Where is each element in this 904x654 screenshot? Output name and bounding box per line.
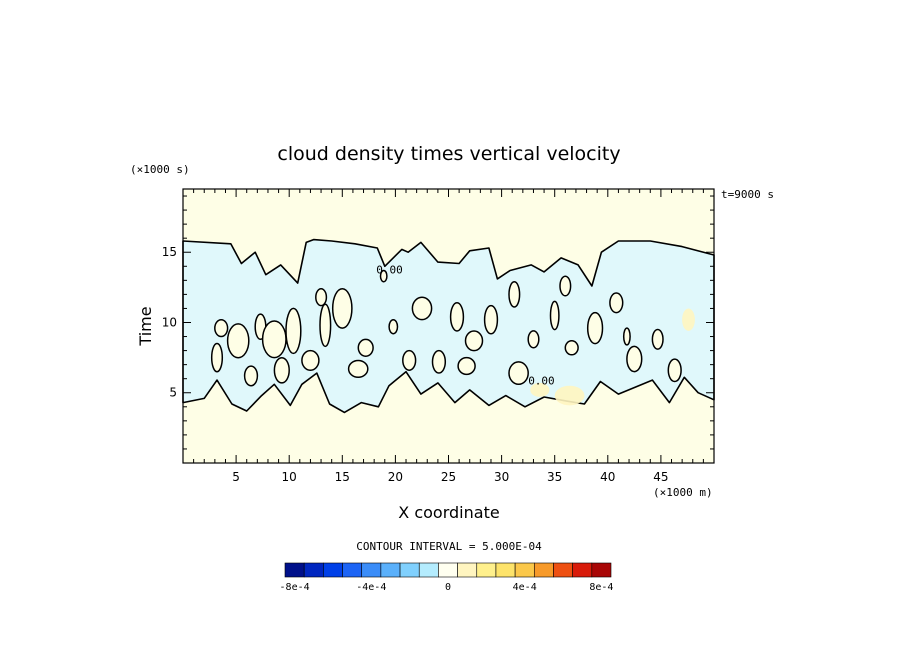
- x-tick-labels: 5 10 15 20 25 30 35 40 45: [232, 470, 668, 484]
- colorbar-cell: [399, 562, 420, 578]
- contour-loop-23: [651, 328, 664, 350]
- contour-loop-28: [457, 356, 476, 376]
- colorbar-tick-label: -8e-4: [280, 582, 310, 593]
- contour-loop-11: [411, 296, 433, 321]
- contour-loop-13: [449, 302, 465, 332]
- colorbar-cell: [476, 562, 497, 578]
- contour-loop-33: [559, 275, 572, 297]
- contour-loop-22: [626, 345, 643, 373]
- contour-loop-0: [214, 318, 229, 338]
- negative-region: [182, 238, 715, 414]
- contour-loop-30: [243, 365, 259, 387]
- positive-patch-2: [530, 382, 550, 397]
- contour-loop-29: [508, 361, 529, 386]
- y-tick-label: 10: [162, 315, 177, 329]
- colorbar-cell: [514, 562, 535, 578]
- contour-loop-12: [431, 349, 447, 374]
- x-tick-label: 5: [232, 470, 240, 484]
- contour-loop-26: [315, 288, 328, 307]
- colorbar-cell: [591, 562, 612, 578]
- contour-interval-label: CONTOUR INTERVAL = 5.000E-04: [356, 540, 542, 553]
- x-tick-label: 10: [282, 470, 297, 484]
- contour-loop-1: [226, 323, 250, 359]
- contour-loop-6: [319, 303, 332, 348]
- colorbar-cell: [303, 562, 324, 578]
- contour-loop-31: [273, 356, 290, 384]
- contour-loop-32: [347, 359, 369, 379]
- colorbar-tick-label: -4e-4: [356, 582, 386, 593]
- contour-label-0: 0.00: [376, 263, 403, 276]
- y-tick-labels: 5 10 15: [162, 245, 177, 400]
- positive-patch-1: [682, 308, 695, 331]
- x-tick-label: 45: [653, 470, 668, 484]
- colorbar-tick-label: 0: [445, 582, 451, 593]
- contour-loop-10: [402, 349, 417, 371]
- contour-lines: [210, 269, 695, 406]
- colorbar-tick-labels: -8e-4 -4e-4 0 4e-4 8e-4: [280, 582, 614, 593]
- colorbar-cell: [553, 562, 573, 578]
- chart-title: cloud density times vertical velocity: [277, 143, 620, 165]
- x-tick-label: 35: [547, 470, 562, 484]
- contour-loop-17: [527, 330, 540, 349]
- y-tick-label: 15: [162, 245, 177, 259]
- contour-loop-27: [379, 269, 388, 283]
- contour-label-1: 0.00: [528, 374, 555, 387]
- contour-loop-20: [586, 311, 604, 345]
- contour-loop-19: [564, 340, 579, 356]
- contour-loop-3: [261, 320, 287, 359]
- colorbar-cell: [342, 562, 363, 578]
- contour-labels: 0.00 0.00: [376, 263, 554, 387]
- colorbar-cell: [418, 562, 439, 578]
- x-tick-label: 15: [335, 470, 350, 484]
- x-unit-label: (×1000 m): [653, 486, 713, 499]
- colorbar-tick-label: 8e-4: [589, 582, 613, 593]
- contour-loop-25: [210, 342, 224, 373]
- colorbar-tick-label: 4e-4: [513, 582, 537, 593]
- positive-patch-0: [554, 385, 585, 406]
- colorbar-cell: [361, 562, 382, 578]
- colorbar-cell: [284, 562, 305, 578]
- y-axis-label: Time: [136, 306, 155, 346]
- time-note: t=9000 s: [721, 188, 774, 201]
- contour-loop-16: [508, 281, 521, 308]
- contour-loop-14: [464, 330, 484, 352]
- contour-loop-7: [331, 287, 353, 329]
- x-tick-label: 30: [494, 470, 509, 484]
- contour-loop-15: [483, 304, 499, 335]
- colorbar-cell: [380, 562, 401, 578]
- contour-loop-8: [357, 338, 374, 357]
- heatmap-field: [182, 189, 715, 463]
- contour-loop-21: [609, 292, 624, 314]
- colorbar-cell: [323, 562, 343, 578]
- contour-loop-9: [388, 318, 399, 335]
- colorbar-cell: [533, 562, 554, 578]
- y-unit-label: (×1000 s): [130, 163, 190, 176]
- colorbar-cell: [572, 562, 593, 578]
- contour-loop-24: [667, 358, 682, 383]
- x-tick-label: 20: [388, 470, 403, 484]
- colorbar-cell: [457, 562, 478, 578]
- contour-loop-34: [622, 327, 631, 346]
- colorbar: [284, 562, 612, 578]
- contour-loop-18: [549, 300, 560, 331]
- y-tick-label: 5: [169, 386, 177, 400]
- x-axis-label: X coordinate: [398, 503, 499, 522]
- contour-loop-5: [301, 349, 320, 371]
- axis-ticks: [183, 189, 714, 463]
- contour-loop-4: [285, 307, 302, 355]
- x-tick-label: 40: [600, 470, 615, 484]
- colorbar-cell: [438, 562, 458, 578]
- x-tick-label: 25: [441, 470, 456, 484]
- colorbar-cell: [495, 562, 516, 578]
